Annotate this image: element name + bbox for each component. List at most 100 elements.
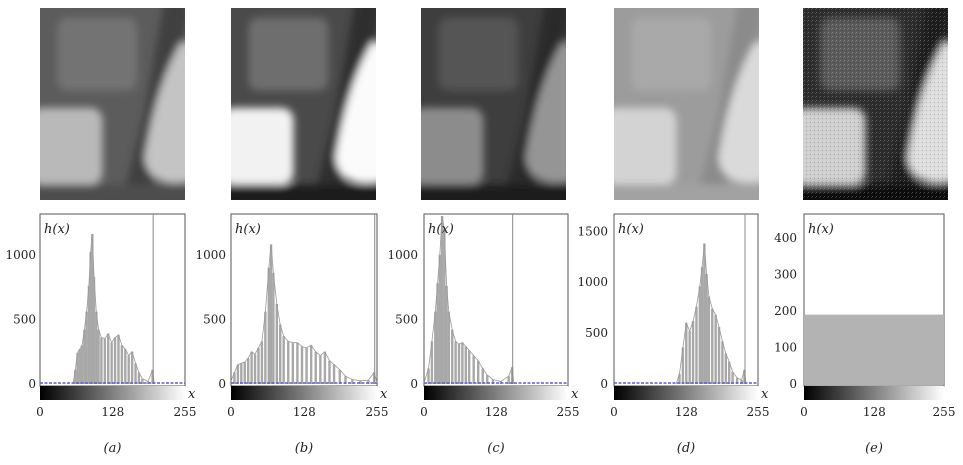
histogram-bar [468, 350, 470, 384]
x-tick-label: 255 [933, 405, 956, 419]
histogram-bar [692, 321, 694, 384]
panel-caption: (e) [865, 441, 883, 456]
histogram-bar [104, 339, 106, 384]
y-tick-label: 0 [218, 377, 226, 391]
histogram-bar [458, 344, 460, 384]
histogram-bar [121, 345, 123, 384]
histogram-bar [85, 312, 87, 384]
uniform-histogram-area [804, 315, 944, 385]
histogram-bar [117, 335, 119, 384]
histogram-plot: 05001000h(x)0 128 255x [5, 214, 196, 419]
x-tick-label: 0 [420, 405, 428, 419]
panel-a: 05001000h(x)0 128 255x(a) [5, 0, 196, 456]
x-tick-label: 128 [101, 405, 124, 419]
histogram-bar [261, 341, 263, 384]
histogram-bar [100, 337, 102, 384]
histogram-bar [731, 372, 733, 384]
histogram-bar [310, 345, 312, 384]
histogram-bar [461, 343, 463, 384]
grayscale-ramp [40, 386, 185, 400]
histogram-bar [107, 334, 109, 384]
x-tick-label: 255 [366, 405, 389, 419]
histogram-bar [237, 365, 239, 384]
x-tick-label: 0 [610, 405, 618, 419]
histogram-plot: 0 100 200 300 400 h(x) 0 128 255 [774, 214, 955, 419]
xray-image [30, 0, 195, 223]
x-tick-label: 0 [36, 405, 44, 419]
histogram-bar [448, 312, 450, 384]
panel-b: 05001000h(x)0 128 255x(b) [195, 0, 388, 456]
histogram-plot: 05001000h(x)0 128 255x [387, 214, 579, 419]
y-tick-label: 200 [774, 304, 797, 318]
y-tick-label: 1000 [5, 248, 36, 262]
y-tick-label: 0 [28, 377, 36, 391]
histogram-bar [257, 348, 259, 384]
histogram-bar [110, 343, 112, 384]
histogram-bar [708, 296, 710, 384]
x-axis-label: x [571, 387, 579, 402]
y-axis-label: h(x) [428, 222, 454, 237]
y-tick-label: 300 [774, 267, 797, 281]
grayscale-ramp [231, 386, 377, 400]
histogram-bar [301, 347, 303, 384]
histogram-bar [131, 352, 133, 384]
histogram-bar [128, 356, 130, 384]
xray-image [604, 0, 769, 223]
x-tick-label: 255 [747, 405, 770, 419]
image-left-pad [604, 108, 677, 185]
histogram-bar [244, 362, 246, 384]
histogram-bar [95, 312, 97, 384]
grayscale-ramp [804, 386, 944, 400]
histogram-bar [296, 343, 298, 384]
xray-image [793, 0, 958, 223]
histogram-bar [124, 349, 126, 384]
image-block [438, 18, 518, 91]
y-tick-label: 0 [789, 377, 797, 391]
histogram-bar [292, 343, 294, 384]
panel-caption: (a) [104, 441, 122, 456]
x-tick-label: 128 [863, 405, 886, 419]
x-tick-label: 0 [800, 405, 808, 419]
histogram-bar [441, 216, 443, 384]
histogram-bar [705, 274, 707, 384]
plot-frame [231, 214, 377, 386]
image-left-pad [30, 108, 103, 185]
histogram-plot: 05001000h(x)0 128 255x [195, 214, 388, 419]
panel-caption: (d) [677, 441, 695, 456]
histogram-bar [276, 304, 278, 384]
histogram-bar [254, 354, 256, 384]
image-left-pad [221, 108, 294, 185]
panel-c: 0 500 1000 h(x) 0 128 255 x (c) [387, 0, 579, 456]
histogram-bar [725, 353, 727, 384]
y-tick-label: 500 [395, 312, 418, 326]
y-axis-label: h(x) [808, 222, 834, 237]
histogram-bar [81, 345, 83, 384]
histogram-bar [270, 244, 272, 384]
y-tick-label: 1000 [387, 248, 418, 262]
histogram-bar [701, 267, 703, 384]
histogram-bar [240, 363, 242, 384]
y-tick-label: 1000 [195, 248, 226, 262]
x-tick-label: 128 [293, 405, 316, 419]
histogram-bar [328, 361, 330, 384]
histogram-bar [79, 349, 81, 384]
histogram-bar [272, 273, 274, 384]
histogram-bar [685, 323, 687, 384]
y-axis-label: h(x) [235, 222, 261, 237]
histogram-bar [451, 330, 453, 384]
panel-caption: (b) [295, 441, 313, 456]
histogram-bar [477, 361, 479, 384]
histogram-bar [319, 356, 321, 384]
histogram-bar [721, 341, 723, 384]
histogram-bar [315, 352, 317, 384]
histogram-bar [282, 336, 284, 384]
y-axis-label: h(x) [44, 222, 70, 237]
histogram-bar [324, 352, 326, 384]
histogram-bar [439, 255, 441, 384]
histogram-bar [114, 337, 116, 384]
y-tick-label: 400 [774, 231, 797, 245]
y-tick-label: 0 [600, 377, 608, 391]
histogram-bar [445, 286, 447, 384]
x-axis-label: x [188, 387, 196, 402]
y-tick-label: 100 [774, 340, 797, 354]
